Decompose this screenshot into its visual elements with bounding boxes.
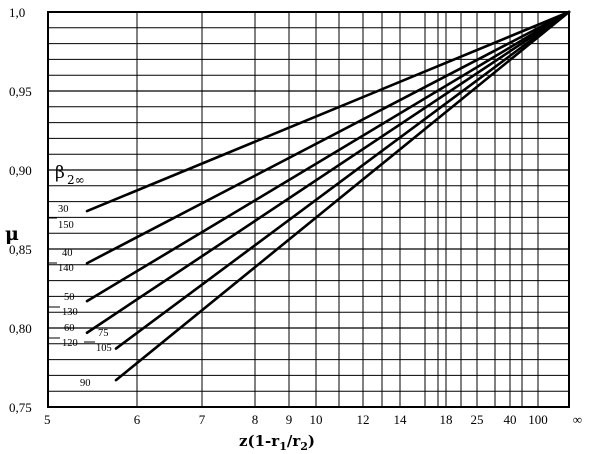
series-line-75 bbox=[114, 10, 571, 350]
x-tick-label: 8 bbox=[252, 412, 259, 427]
x-tick-label: 7 bbox=[199, 412, 206, 427]
series-label-top: 60 bbox=[64, 323, 75, 334]
x-tick-label: 25 bbox=[471, 412, 484, 427]
series-label-bottom: 130 bbox=[62, 307, 78, 318]
y-tick-label: 0,95 bbox=[9, 84, 32, 99]
series-label-top: 40 bbox=[62, 248, 73, 259]
x-tick-label: 12 bbox=[357, 412, 370, 427]
svg-text:z(1-r1/r2): z(1-r1/r2) bbox=[239, 432, 315, 453]
y-tick-label: 0,75 bbox=[9, 400, 32, 415]
x-tick-label: 10 bbox=[310, 412, 323, 427]
plot-frame bbox=[47, 11, 570, 408]
x-tick-label: 14 bbox=[394, 412, 408, 427]
x-tick-labels: 5 6 7 8 9 10 12 14 18 25 40 100 ∞ bbox=[44, 412, 582, 427]
y-tick-label: 0,80 bbox=[9, 321, 32, 336]
svg-text:2∞: 2∞ bbox=[67, 173, 85, 187]
series-line-30 bbox=[85, 10, 571, 213]
series-label-bottom: 150 bbox=[58, 220, 74, 231]
y-tick-label: 0,90 bbox=[9, 163, 32, 178]
x-tick-label: 40 bbox=[504, 412, 517, 427]
x-tick-label: 6 bbox=[134, 412, 141, 427]
y-tick-label: 0,85 bbox=[9, 242, 32, 257]
series-label-bottom: 140 bbox=[58, 263, 74, 274]
y-axis-label: μ bbox=[5, 223, 19, 245]
x-tick-label: 18 bbox=[440, 412, 453, 427]
series-label-bottom: 105 bbox=[96, 343, 112, 354]
chart-curves bbox=[85, 10, 571, 382]
x-tick-label: 9 bbox=[286, 412, 293, 427]
series-line-60 bbox=[85, 10, 571, 335]
x-tick-label: 100 bbox=[528, 412, 548, 427]
y-tick-label: 1,0 bbox=[9, 5, 25, 20]
series-line-50 bbox=[85, 10, 571, 303]
series-label-top: 50 bbox=[64, 292, 75, 303]
series-line-40 bbox=[85, 10, 571, 265]
series-line-90 bbox=[114, 10, 571, 382]
series-labels: 30 150 40 140 50 130 60 120 75 105 90 bbox=[48, 204, 112, 389]
x-axis-label: z(1-r1/r2) bbox=[239, 432, 315, 453]
x-tick-label: ∞ bbox=[573, 412, 582, 427]
series-label-top: 30 bbox=[58, 204, 69, 215]
x-tick-label: 5 bbox=[44, 412, 51, 427]
series-label-bottom: 120 bbox=[62, 338, 78, 349]
legend-title: β 2∞ bbox=[55, 163, 85, 187]
series-label-top: 75 bbox=[98, 328, 109, 339]
svg-text:β: β bbox=[55, 163, 65, 183]
series-label-top: 90 bbox=[80, 378, 91, 389]
y-tick-labels: 0,75 0,80 0,85 0,90 0,95 1,0 bbox=[9, 5, 32, 415]
